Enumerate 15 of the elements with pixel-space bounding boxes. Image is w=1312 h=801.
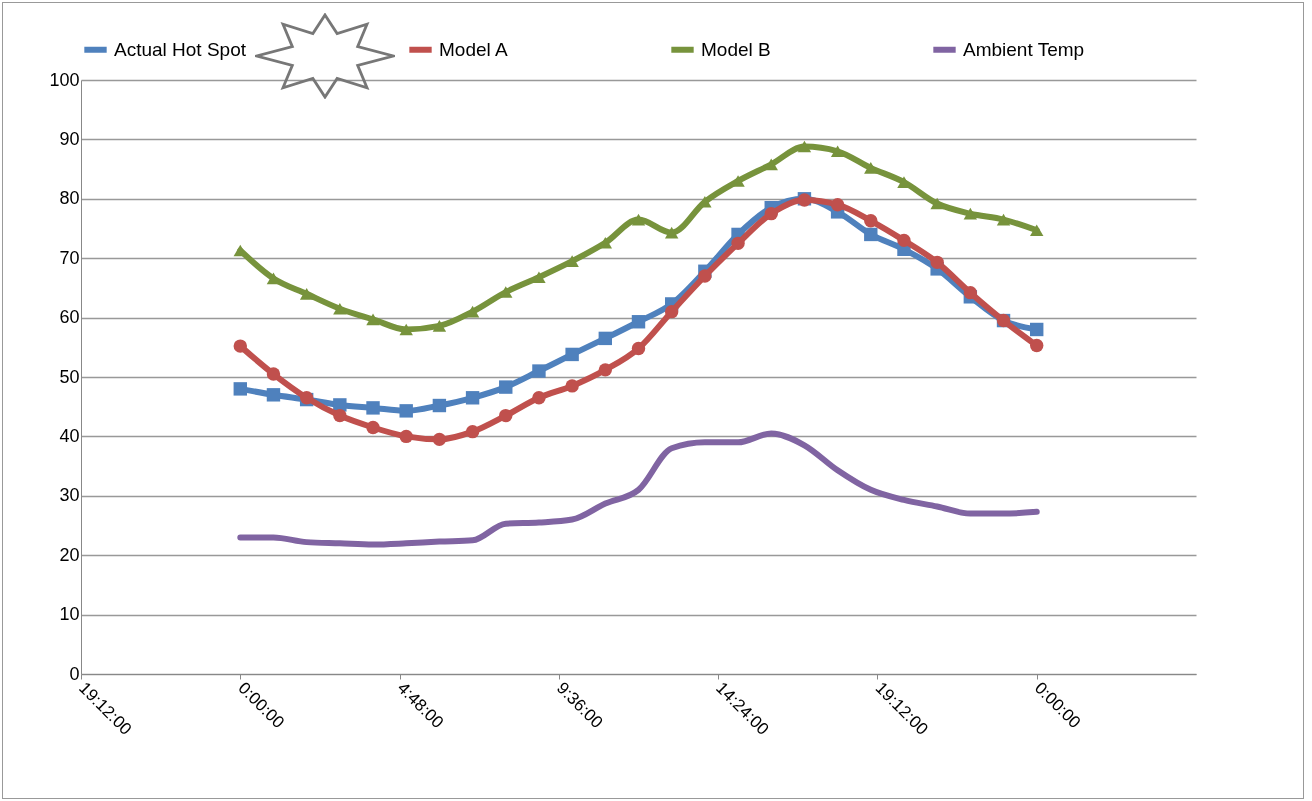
y-tick-label: 30 bbox=[59, 485, 80, 506]
y-tick-label: 50 bbox=[59, 366, 80, 387]
y-tick-label: 70 bbox=[59, 247, 80, 268]
y-tick-label: 80 bbox=[59, 188, 80, 209]
legend-label: Ambient Temp bbox=[963, 38, 1085, 60]
y-tick-label: 0 bbox=[69, 663, 80, 684]
y-tick-label: 10 bbox=[59, 604, 80, 625]
legend-label: Model A bbox=[439, 38, 508, 60]
y-tick-label: 20 bbox=[59, 544, 80, 565]
legend-label: Actual Hot Spot bbox=[114, 38, 247, 60]
y-tick-label: 100 bbox=[49, 69, 80, 90]
y-tick-label: 40 bbox=[59, 425, 80, 446]
legend-label: Model B bbox=[701, 38, 771, 60]
y-tick-label: 90 bbox=[59, 128, 80, 149]
y-tick-label: 60 bbox=[59, 307, 80, 328]
